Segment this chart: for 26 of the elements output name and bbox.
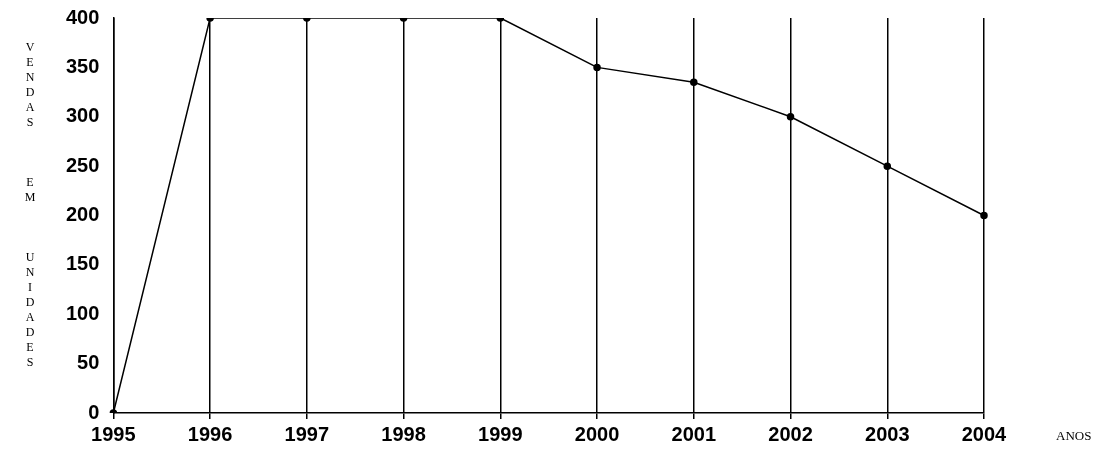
x-tick-label: 2003 <box>865 422 910 445</box>
y-tick-label: 350 <box>65 54 100 77</box>
x-tick-label: 1995 <box>91 422 136 445</box>
y-axis-title: VENDAS EM UNIDADES <box>22 40 37 372</box>
y-tick-label: 250 <box>65 153 100 176</box>
x-tick-label: 2001 <box>671 422 717 445</box>
y-tick-label: 200 <box>65 203 100 226</box>
y-tick-label: 50 <box>77 351 100 374</box>
y-tick-label: 300 <box>65 104 100 127</box>
x-tick-label: 1997 <box>284 422 330 445</box>
point <box>980 211 988 220</box>
x-tick-label: 1999 <box>478 422 523 445</box>
point <box>786 113 795 121</box>
point <box>690 78 698 86</box>
point <box>593 63 601 72</box>
x-tick-label: 2002 <box>768 422 813 445</box>
y-tick-label: 400 <box>65 5 100 28</box>
x-tick-label: 2000 <box>574 422 620 445</box>
x-axis-title: ANOS <box>1056 428 1092 444</box>
x-tick-label: 1998 <box>381 422 426 445</box>
x-tick-label: 2004 <box>961 422 1008 445</box>
point <box>883 162 892 170</box>
y-tick-label: 100 <box>65 301 100 324</box>
y-tick-label: 150 <box>65 252 100 275</box>
x-tick-label: 1996 <box>187 422 233 445</box>
y-tick-label: 0 <box>88 400 100 423</box>
